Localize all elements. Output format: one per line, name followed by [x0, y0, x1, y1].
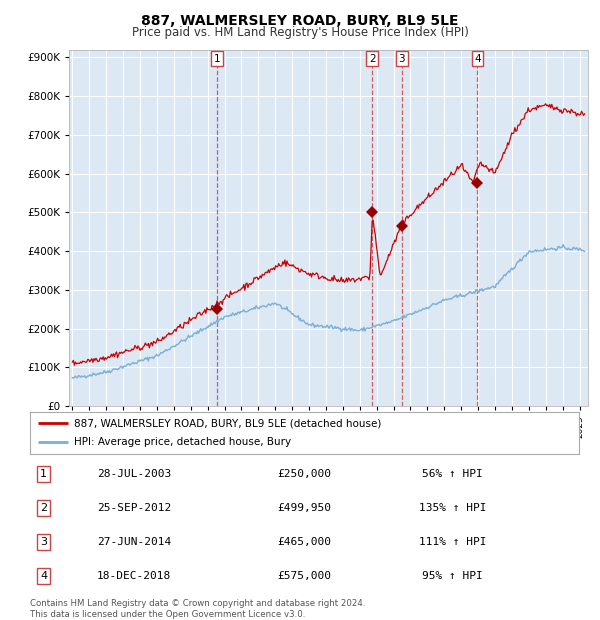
- Text: 25-SEP-2012: 25-SEP-2012: [97, 503, 172, 513]
- Text: 27-JUN-2014: 27-JUN-2014: [97, 537, 172, 547]
- Text: 135% ↑ HPI: 135% ↑ HPI: [419, 503, 487, 513]
- Text: 1: 1: [40, 469, 47, 479]
- Text: HPI: Average price, detached house, Bury: HPI: Average price, detached house, Bury: [74, 438, 291, 448]
- Text: 2: 2: [40, 503, 47, 513]
- Text: 1: 1: [214, 53, 221, 63]
- Text: 95% ↑ HPI: 95% ↑ HPI: [422, 571, 483, 582]
- Text: Price paid vs. HM Land Registry's House Price Index (HPI): Price paid vs. HM Land Registry's House …: [131, 26, 469, 39]
- Text: £575,000: £575,000: [277, 571, 331, 582]
- Text: Contains HM Land Registry data © Crown copyright and database right 2024.
This d: Contains HM Land Registry data © Crown c…: [30, 600, 365, 619]
- Text: £465,000: £465,000: [277, 537, 331, 547]
- Text: £499,950: £499,950: [277, 503, 331, 513]
- Text: 3: 3: [398, 53, 405, 63]
- Text: 2: 2: [369, 53, 376, 63]
- Text: 887, WALMERSLEY ROAD, BURY, BL9 5LE: 887, WALMERSLEY ROAD, BURY, BL9 5LE: [141, 14, 459, 28]
- Text: 887, WALMERSLEY ROAD, BURY, BL9 5LE (detached house): 887, WALMERSLEY ROAD, BURY, BL9 5LE (det…: [74, 418, 381, 428]
- Text: 3: 3: [40, 537, 47, 547]
- Text: 28-JUL-2003: 28-JUL-2003: [97, 469, 172, 479]
- Text: 18-DEC-2018: 18-DEC-2018: [97, 571, 172, 582]
- Text: 56% ↑ HPI: 56% ↑ HPI: [422, 469, 483, 479]
- Text: 111% ↑ HPI: 111% ↑ HPI: [419, 537, 487, 547]
- Text: 4: 4: [40, 571, 47, 582]
- Text: £250,000: £250,000: [277, 469, 331, 479]
- Text: 4: 4: [474, 53, 481, 63]
